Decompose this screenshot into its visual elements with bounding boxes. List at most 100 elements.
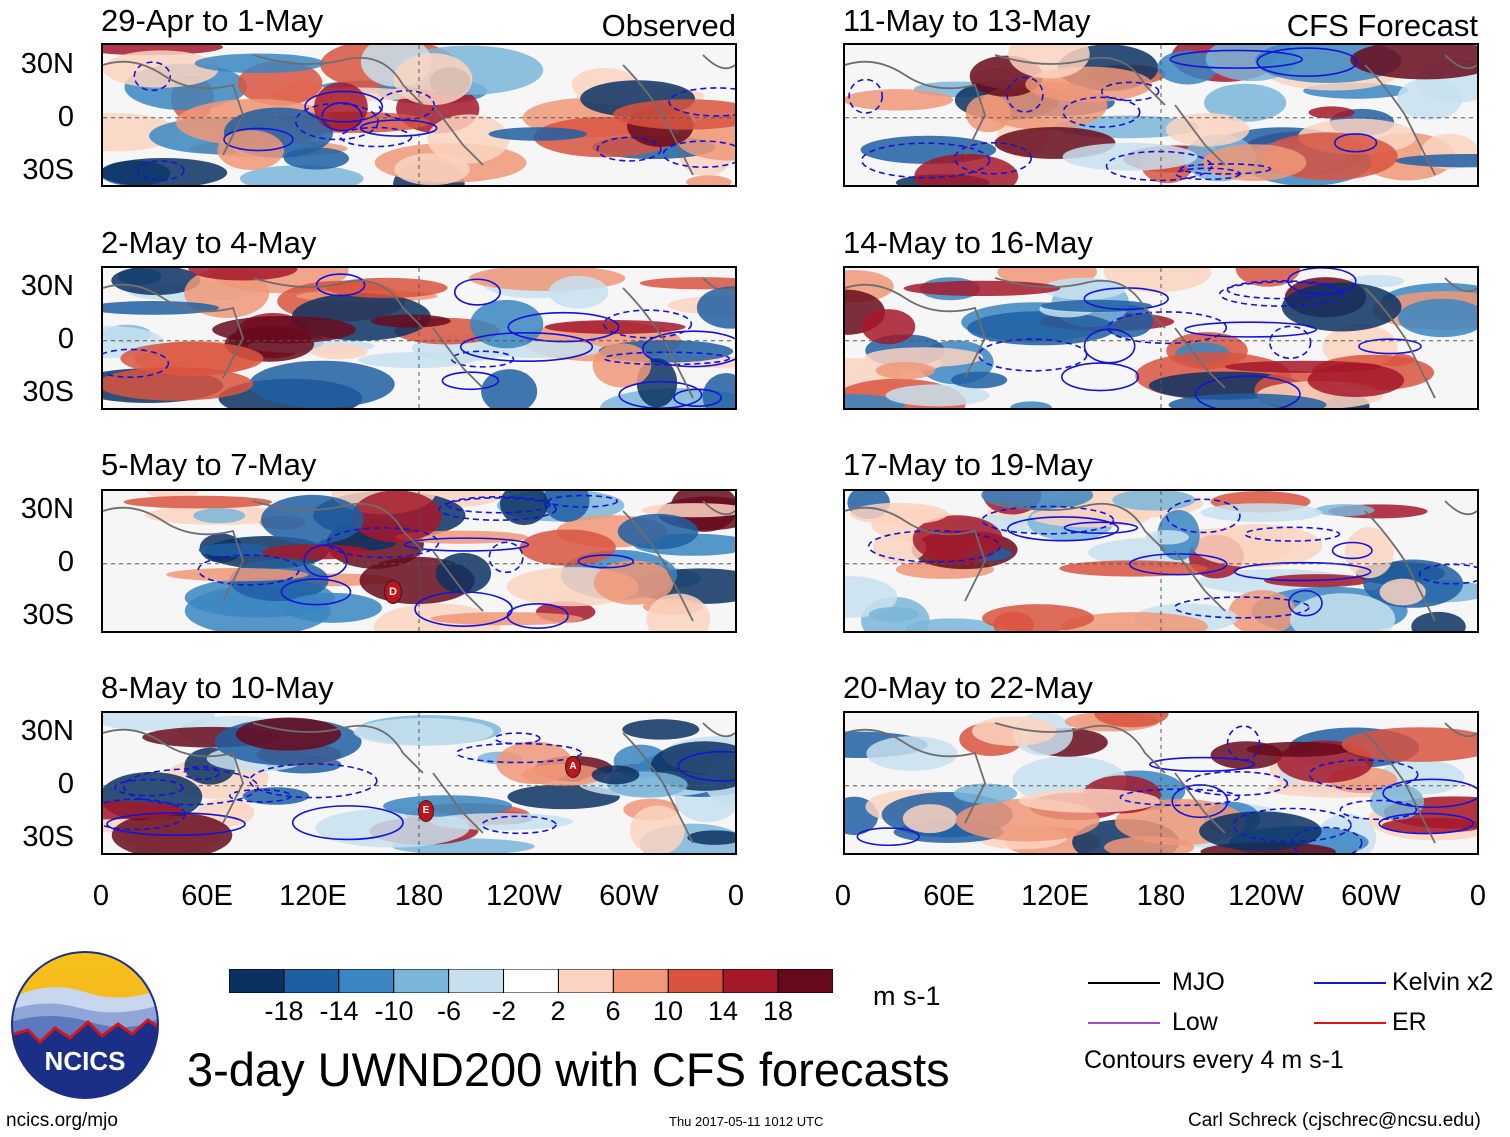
kelvin-contour [1179, 163, 1272, 175]
wind-anomaly-shade [1112, 491, 1195, 511]
wind-anomaly-shade [358, 352, 474, 369]
wind-anomaly-shade [617, 513, 699, 550]
coastline [845, 283, 986, 379]
wind-anomaly-shade [646, 593, 711, 631]
legend-line-low [1088, 1022, 1160, 1024]
lon-label: 120E [279, 880, 347, 912]
kelvin-contour [315, 273, 366, 297]
panel-title-obs-3: 5-May to 7-May [101, 447, 317, 482]
kelvin-contour [1006, 516, 1120, 542]
coastline [432, 772, 484, 834]
map-panel-obs-1 [101, 43, 737, 187]
kelvin-contour [1244, 526, 1341, 542]
wind-anomaly-shade [612, 99, 735, 130]
lat-label-eq: 0 [57, 101, 74, 133]
wind-anomaly-shade [262, 544, 370, 560]
kelvin-contour [359, 119, 438, 137]
coastline [432, 104, 484, 166]
kelvin-contour [860, 142, 991, 179]
coastline [845, 506, 986, 602]
wind-anomaly-shade [166, 568, 309, 582]
wind-anomaly-shade [1350, 45, 1477, 80]
kelvin-contour [662, 140, 735, 168]
wind-anomaly-shade [1397, 77, 1463, 120]
wind-anomaly-shade [629, 805, 685, 853]
kelvin-contour [438, 497, 558, 521]
kelvin-contour [1173, 596, 1310, 619]
wind-anomaly-shade [394, 153, 470, 185]
legend-line-er [1314, 1022, 1386, 1024]
wind-anomaly-shade [351, 491, 442, 543]
kelvin-contour [1382, 778, 1477, 808]
colorbar-swatch [448, 968, 505, 994]
coastline [702, 54, 735, 70]
coastline [1174, 327, 1226, 389]
lon-label: 120W [486, 880, 562, 912]
wind-anomaly-shade [687, 830, 735, 845]
coastline [702, 500, 735, 516]
wind-anomaly-shade [249, 360, 395, 408]
wind-anomaly-shade [622, 719, 700, 740]
wind-anomaly-shade [1168, 393, 1327, 408]
wind-anomaly-shade [103, 367, 254, 401]
kelvin-contour [1287, 268, 1357, 295]
wind-anomaly-shade [1289, 593, 1396, 631]
coastline [1364, 64, 1436, 176]
wind-anomaly-shade [548, 275, 609, 309]
wind-anomaly-shade [591, 765, 640, 785]
kelvin-contour [223, 127, 294, 152]
colorbar-tick-label: 6 [605, 996, 621, 1026]
lon-label: 60W [599, 880, 659, 912]
wind-anomaly-shade [1094, 713, 1169, 728]
lat-label-30s: 30S [22, 821, 74, 853]
kelvin-contour [1288, 589, 1323, 617]
wind-anomaly-shade [866, 736, 958, 771]
wind-anomaly-shade [845, 89, 954, 111]
lat-label-30n: 30N [20, 48, 74, 80]
wind-anomaly-shade [885, 384, 990, 407]
coastline [252, 500, 424, 552]
lat-label-eq: 0 [57, 768, 74, 800]
wind-anomaly-shade [481, 369, 538, 408]
storm-marker-d: D [384, 580, 402, 604]
map-panel-obs-2 [101, 266, 737, 410]
wind-anomaly-shade [845, 394, 905, 408]
kelvin-contour [1169, 49, 1304, 69]
wind-anomaly-shade [1145, 530, 1189, 545]
colorbar-tick-label: 18 [762, 996, 794, 1026]
coastline [252, 722, 424, 774]
coastline [103, 60, 244, 156]
kelvin-contour [848, 78, 884, 114]
colorbar-swatch [667, 968, 724, 994]
wind-anomaly-shade [435, 552, 492, 594]
wind-anomaly-shade [845, 576, 898, 618]
kelvin-contour [547, 494, 619, 508]
legend-label-mjo: MJO [1172, 968, 1225, 996]
map-panel-fc-3 [843, 489, 1479, 633]
colorbar-tick-label: -10 [374, 996, 414, 1026]
footer-author: Carl Schreck (cjschrec@ncsu.edu) [1188, 1110, 1481, 1131]
kelvin-contour [953, 141, 1032, 175]
panel-title-fc-1: 11-May to 13-May [843, 3, 1091, 38]
wind-anomaly-shade [967, 311, 1116, 346]
kelvin-contour [114, 778, 184, 797]
wind-anomaly-shade [861, 309, 916, 345]
coastline [622, 510, 694, 622]
panel-title-fc-2: 14-May to 16-May [843, 225, 1093, 260]
colorbar-tick-label: -18 [264, 996, 304, 1026]
kelvin-contour [280, 578, 352, 606]
footer-timestamp: Thu 2017-05-11 1012 UTC [669, 1114, 824, 1129]
wind-anomaly-shade [235, 717, 342, 751]
logo-text: NCICS [45, 1046, 126, 1076]
wind-anomaly-shade [1411, 611, 1466, 631]
coastline [622, 287, 694, 399]
kelvin-contour [1184, 770, 1289, 797]
kelvin-contour [677, 750, 735, 782]
wind-anomaly-shade [188, 268, 298, 281]
wind-anomaly-shade [311, 343, 368, 360]
coastline [432, 550, 484, 612]
coastline [845, 60, 986, 156]
legend-label-low: Low [1172, 1008, 1218, 1036]
colorbar [228, 968, 834, 994]
main-title: 3-day UWND200 with CFS forecasts [187, 1043, 950, 1096]
